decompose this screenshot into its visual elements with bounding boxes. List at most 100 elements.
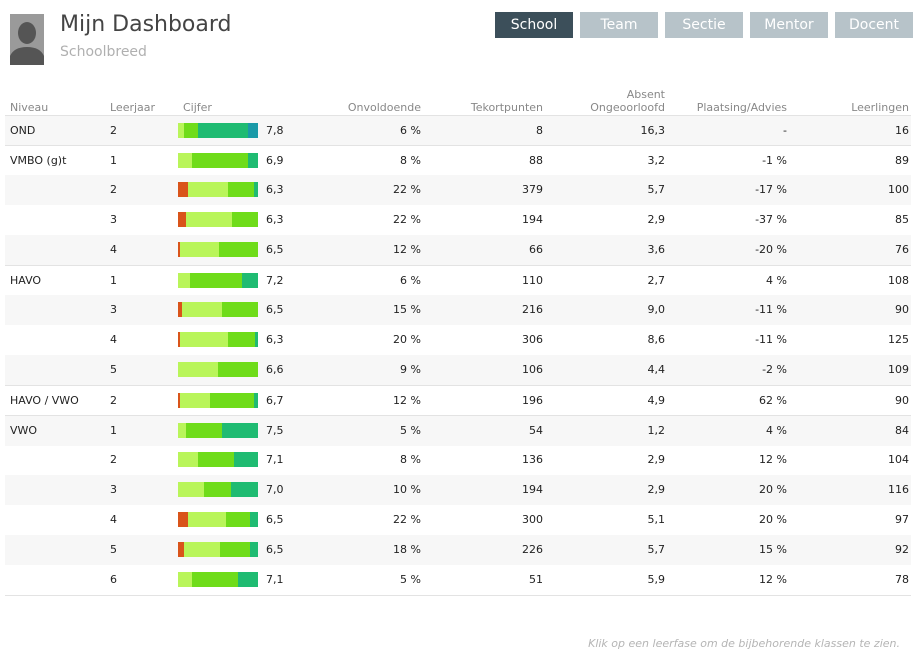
- table-row[interactable]: HAVO / VWO 2 6,7 12 % 196 4,9 62 % 90: [5, 385, 911, 416]
- cell-niveau: VMBO (g)t: [10, 154, 67, 167]
- table-row[interactable]: 3 6,3 22 % 194 2,9 -37 % 85: [5, 205, 911, 235]
- cell-leerlingen: 116: [888, 483, 909, 496]
- grade-distribution-bar: [178, 273, 258, 288]
- table-row[interactable]: 5 6,5 18 % 226 5,7 15 % 92: [5, 535, 911, 565]
- cell-leerjaar: 2: [110, 394, 117, 407]
- cell-niveau: HAVO / VWO: [10, 394, 79, 407]
- table-row[interactable]: HAVO 1 7,2 6 % 110 2,7 4 % 108: [5, 265, 911, 296]
- cell-cijfer: 6,5: [266, 243, 284, 256]
- cell-absent: 2,9: [647, 213, 666, 226]
- cell-leerjaar: 3: [110, 483, 117, 496]
- tab-sectie[interactable]: Sectie: [665, 12, 743, 38]
- cell-plaatsing: 20 %: [759, 483, 787, 496]
- bar-segment-green: [227, 182, 254, 197]
- table-row[interactable]: 6 7,1 5 % 51 5,9 12 % 78: [5, 565, 911, 595]
- cell-leerjaar: 4: [110, 513, 117, 526]
- table-row[interactable]: 2 6,3 22 % 379 5,7 -17 % 100: [5, 175, 911, 205]
- bar-segment-green: [225, 512, 250, 527]
- bar-segment-light-green: [178, 482, 205, 497]
- table-row[interactable]: 4 6,3 20 % 306 8,6 -11 % 125: [5, 325, 911, 355]
- bar-segment-cyan: [247, 123, 258, 138]
- bar-segment-green: [218, 242, 258, 257]
- table-row[interactable]: 3 7,0 10 % 194 2,9 20 % 116: [5, 475, 911, 505]
- tab-team[interactable]: Team: [580, 12, 658, 38]
- header-niveau: Niveau: [10, 101, 49, 114]
- cell-cijfer: 6,9: [266, 154, 284, 167]
- bar-segment-green: [228, 332, 255, 347]
- bar-segment-green: [204, 482, 231, 497]
- cell-cijfer: 7,2: [266, 274, 284, 287]
- bar-segment-light-green: [178, 273, 190, 288]
- cell-tekortpunten: 216: [522, 303, 543, 316]
- bar-segment-green: [198, 452, 234, 467]
- header-leerjaar: Leerjaar: [110, 101, 156, 114]
- cell-absent: 3,2: [647, 154, 666, 167]
- bar-segment-light-green: [186, 212, 233, 227]
- cell-leerlingen: 100: [888, 183, 909, 196]
- table-row[interactable]: 5 6,6 9 % 106 4,4 -2 % 109: [5, 355, 911, 385]
- table-row[interactable]: VWO 1 7,5 5 % 54 1,2 4 % 84: [5, 415, 911, 446]
- table-row[interactable]: 3 6,5 15 % 216 9,0 -11 % 90: [5, 295, 911, 325]
- tab-school[interactable]: School: [495, 12, 573, 38]
- cell-leerjaar: 6: [110, 573, 117, 586]
- cell-onvoldoende: 10 %: [393, 483, 421, 496]
- cell-onvoldoende: 12 %: [393, 394, 421, 407]
- cell-onvoldoende: 5 %: [400, 573, 421, 586]
- table-row[interactable]: 4 6,5 22 % 300 5,1 20 % 97: [5, 505, 911, 535]
- bar-segment-teal: [254, 332, 258, 347]
- table-row[interactable]: 4 6,5 12 % 66 3,6 -20 % 76: [5, 235, 911, 265]
- cell-cijfer: 6,5: [266, 513, 284, 526]
- bar-segment-light-green: [178, 153, 193, 168]
- cell-tekortpunten: 196: [522, 394, 543, 407]
- cell-cijfer: 7,0: [266, 483, 284, 496]
- cell-leerlingen: 85: [895, 213, 909, 226]
- cell-absent: 2,7: [647, 274, 666, 287]
- tab-mentor[interactable]: Mentor: [750, 12, 828, 38]
- cell-leerjaar: 1: [110, 424, 117, 437]
- cell-leerjaar: 5: [110, 543, 117, 556]
- cell-onvoldoende: 20 %: [393, 333, 421, 346]
- cell-plaatsing: -11 %: [755, 333, 787, 346]
- grade-distribution-bar: [178, 332, 258, 347]
- bar-segment-green: [192, 572, 238, 587]
- cell-leerlingen: 89: [895, 154, 909, 167]
- cell-tekortpunten: 51: [529, 573, 543, 586]
- cell-absent: 5,1: [647, 513, 666, 526]
- cell-cijfer: 6,3: [266, 213, 284, 226]
- table-row[interactable]: OND 2 7,8 6 % 8 16,3 - 16: [5, 115, 911, 146]
- bar-segment-teal: [230, 482, 258, 497]
- user-silhouette-icon: [10, 14, 44, 65]
- cell-leerjaar: 2: [110, 183, 117, 196]
- cell-onvoldoende: 8 %: [400, 453, 421, 466]
- cell-tekortpunten: 306: [522, 333, 543, 346]
- bar-segment-teal: [253, 182, 258, 197]
- grade-distribution-bar: [178, 362, 258, 377]
- cell-absent: 2,9: [647, 453, 666, 466]
- tab-docent[interactable]: Docent: [835, 12, 913, 38]
- cell-tekortpunten: 66: [529, 243, 543, 256]
- cell-cijfer: 6,3: [266, 333, 284, 346]
- cell-tekortpunten: 194: [522, 213, 543, 226]
- table-row[interactable]: 2 7,1 8 % 136 2,9 12 % 104: [5, 445, 911, 475]
- grade-distribution-bar: [178, 242, 258, 257]
- bar-segment-light-green: [182, 302, 222, 317]
- table-row[interactable]: VMBO (g)t 1 6,9 8 % 88 3,2 -1 % 89: [5, 145, 911, 176]
- grade-distribution-bar: [178, 153, 258, 168]
- bar-segment-light-green: [178, 423, 186, 438]
- cell-leerlingen: 84: [895, 424, 909, 437]
- cell-leerjaar: 4: [110, 333, 117, 346]
- bar-segment-green: [218, 362, 258, 377]
- bar-segment-green: [186, 423, 222, 438]
- footer-hint: Klik op een leerfase om de bijbehorende …: [588, 637, 900, 650]
- cell-leerjaar: 5: [110, 363, 117, 376]
- cell-leerlingen: 92: [895, 543, 909, 556]
- bar-segment-light-green: [178, 452, 198, 467]
- grade-distribution-bar: [178, 123, 258, 138]
- cell-niveau: OND: [10, 124, 36, 137]
- cell-leerjaar: 3: [110, 213, 117, 226]
- bar-segment-light-green: [180, 393, 210, 408]
- cell-onvoldoende: 15 %: [393, 303, 421, 316]
- cell-niveau: VWO: [10, 424, 38, 437]
- bar-segment-light-green: [180, 242, 219, 257]
- bar-segment-teal: [249, 512, 258, 527]
